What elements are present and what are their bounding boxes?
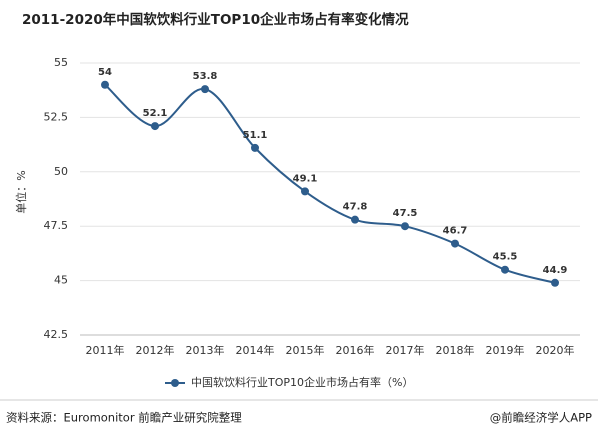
y-tick-label: 45 [54, 274, 68, 287]
source: 资料来源：Euromonitor 前瞻产业研究院整理 [6, 411, 242, 425]
x-tick-label: 2013年 [186, 343, 225, 357]
x-tick-label: 2015年 [286, 343, 325, 357]
point [451, 239, 459, 248]
x-tick-label: 2012年 [136, 343, 175, 357]
value-label: 52.1 [143, 108, 168, 119]
point [401, 222, 409, 231]
x-tick-label: 2016年 [336, 343, 375, 357]
y-tick-label: 55 [54, 56, 68, 69]
value-label: 44.9 [543, 265, 568, 276]
value-label: 54 [98, 67, 112, 78]
point [151, 122, 159, 131]
y-tick-label: 52.5 [44, 110, 69, 123]
y-tick-label: 47.5 [44, 219, 69, 232]
value-label: 46.7 [443, 226, 468, 237]
legend-marker [171, 379, 179, 387]
point [201, 85, 209, 94]
value-label: 49.1 [293, 173, 318, 184]
point [351, 215, 359, 224]
value-label: 45.5 [493, 252, 518, 263]
legend-label: 中国软饮料行业TOP10企业市场占有率（%） [191, 375, 413, 389]
x-tick-label: 2019年 [486, 343, 525, 357]
value-label: 47.5 [393, 208, 418, 219]
y-axis-label: 单位：% [14, 170, 28, 213]
value-label: 47.8 [343, 202, 368, 213]
chart-title: 2011-2020年中国软饮料行业TOP10企业市场占有率变化情况 [22, 11, 409, 28]
x-tick-label: 2011年 [86, 343, 125, 357]
value-label: 51.1 [243, 130, 268, 141]
point [251, 143, 259, 152]
point [301, 187, 309, 196]
credit: @前瞻经济学人APP [490, 411, 592, 425]
point [551, 278, 559, 287]
line [104, 83, 556, 284]
point [101, 80, 109, 89]
x-tick-label: 2018年 [436, 343, 475, 357]
y-tick-label: 50 [54, 165, 68, 178]
x-tick-label: 2014年 [236, 343, 275, 357]
value-label: 53.8 [193, 71, 218, 82]
y-tick-label: 42.5 [44, 328, 69, 341]
x-tick-label: 2020年 [536, 343, 575, 357]
x-tick-label: 2017年 [386, 343, 425, 357]
point [501, 265, 509, 274]
